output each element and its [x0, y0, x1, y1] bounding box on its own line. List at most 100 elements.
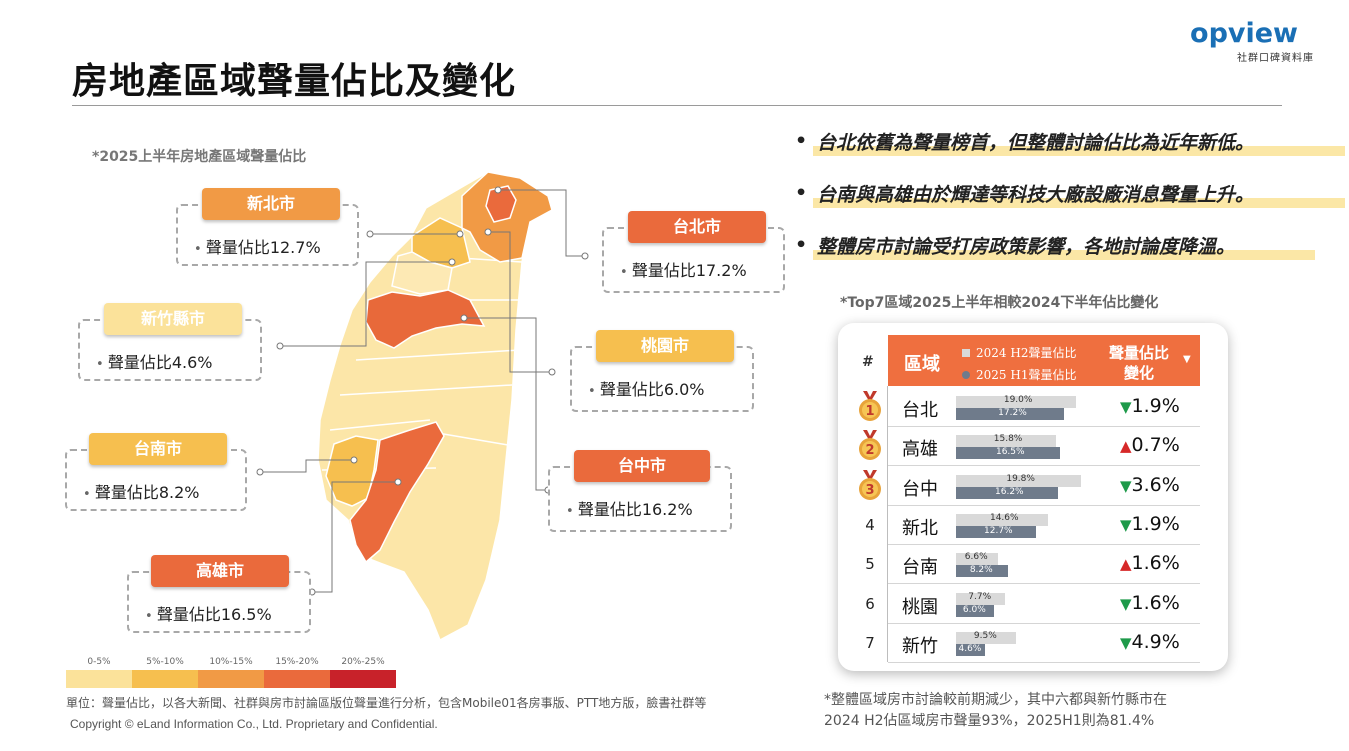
callout-taipei-tag: 台北市: [628, 211, 766, 243]
map-region-taipei: [485, 185, 517, 223]
callout-newtaipei-value: 聲量佔比12.7%: [194, 234, 321, 258]
bar-2024-h2: 7.7%: [956, 591, 1005, 605]
header-change-line1: 聲量佔比: [1108, 344, 1169, 362]
arrow-down-icon: ▼: [1120, 594, 1132, 613]
page-title: 房地產區域聲量佔比及變化: [72, 61, 517, 102]
bullet-highlight: [813, 198, 1345, 208]
row-region: 台南: [902, 557, 938, 579]
logo-word-rest: pview: [1208, 18, 1298, 49]
bullet-dot-icon: •: [795, 130, 808, 152]
row-change: ▲1.6%: [1120, 552, 1180, 574]
bar-2025-h1: 17.2%: [956, 408, 1065, 420]
dot-tainan-end: [350, 456, 358, 464]
bar-2025-h1: 4.6%: [956, 643, 985, 656]
taiwan-region-map: [256, 171, 589, 642]
title-divider: [72, 105, 1282, 106]
legend-swatch: [264, 670, 330, 688]
row-change: ▲0.7%: [1120, 434, 1180, 456]
connector-taoyuan: [488, 231, 552, 373]
bullet-highlight: [813, 250, 1315, 260]
callout-taoyuan-value: 聲量佔比6.0%: [588, 376, 705, 400]
rank-number: 4: [865, 515, 875, 534]
callout-newtaipei: 新北市 聲量佔比12.7%: [176, 188, 359, 266]
row-change-value: 4.9%: [1131, 630, 1180, 653]
legend-swatch: [66, 670, 132, 688]
callout-tainan-tag: 台南市: [89, 433, 227, 465]
bar-2024-h2-label: 7.7%: [968, 591, 992, 602]
bar-2024-h2: 19.8%: [956, 473, 1081, 487]
row-change: ▼1.9%: [1120, 395, 1180, 417]
header-change-line2: 變化: [1123, 364, 1154, 382]
bar-2024-h2: 9.5%: [956, 631, 1016, 644]
bar-2025-h1: 16.2%: [956, 486, 1059, 499]
table-row: 台北 19.0% 17.2% ▼1.9%: [888, 388, 1200, 427]
medal-icon: 2: [859, 430, 881, 461]
logo-o: o: [1190, 18, 1209, 49]
callout-kaohsiung: 高雄市 聲量佔比16.5%: [127, 555, 311, 633]
bar-2024-h2-label: 19.8%: [1006, 473, 1035, 484]
dot-kaohsiung-end: [394, 478, 402, 486]
row-change-value: 1.6%: [1131, 552, 1180, 575]
bullet-dot-icon: •: [795, 234, 808, 256]
row-change-value: 1.6%: [1131, 591, 1180, 614]
callout-taipei-value: 聲量佔比17.2%: [620, 257, 747, 281]
callout-taichung: 台中市 聲量佔比16.2%: [548, 450, 732, 532]
bar-2024-h2-label: 19.0%: [1003, 395, 1033, 405]
table-row: 台南 6.6% 8.2% ▲1.6%: [888, 545, 1200, 585]
legend-label: 0-5%: [87, 657, 111, 667]
legend-swatch: [198, 670, 264, 688]
bar-2025-h1-label: 16.2%: [995, 486, 1024, 497]
callout-kaohsiung-tag: 高雄市: [151, 555, 289, 587]
dot-newtaipei: [366, 230, 374, 238]
footer-copyright: Copyright © eLand Information Co., Ltd. …: [70, 717, 438, 731]
dot-taoyuan-end: [548, 368, 556, 376]
row-region: 新北: [902, 517, 938, 539]
bar-2024-h2-label: 6.6%: [964, 552, 988, 563]
callout-taoyuan-tag: 桃園市: [596, 330, 734, 362]
bar-2025-h1-label: 6.0%: [962, 604, 986, 615]
bar-2025-h1: 6.0%: [956, 604, 994, 617]
legend-label: 10%-15%: [209, 657, 253, 667]
map-note: *2025上半年房地產區域聲量佔比: [92, 149, 307, 165]
bar-2025-h1: 12.7%: [956, 525, 1036, 538]
bar-2025-h1: 16.5%: [956, 447, 1060, 460]
connector-hsinchu: [280, 261, 452, 347]
bullet-text: 台南與高雄由於輝達等科技大廠設廠消息聲量上升。: [817, 184, 1255, 206]
rank-number: 5: [865, 555, 875, 574]
arrow-up-icon: ▲: [1120, 437, 1132, 456]
callout-hsinchu-value: 聲量佔比4.6%: [96, 349, 213, 373]
bottom-note: *整體區域房市討論較前期減少，其中六都與新竹縣市在 2024 H2佔區域房市聲量…: [824, 690, 1167, 732]
medal-icon: 3: [859, 469, 881, 500]
bottom-note-line2: 2024 H2佔區域房市聲量93%，2025H1則為81.4%: [824, 713, 1155, 729]
row-region: 高雄: [902, 439, 938, 461]
row-region: 台中: [902, 478, 938, 500]
arrow-down-icon: ▼: [1120, 398, 1132, 416]
bar-2025-h1-label: 12.7%: [984, 525, 1013, 536]
row-region: 桃園: [902, 596, 938, 618]
row-region: 台北: [902, 400, 938, 421]
table-row: 新竹 9.5% 4.6% ▼4.9%: [888, 624, 1200, 663]
callout-hsinchu-tag: 新竹縣市: [104, 303, 242, 335]
footer-unit-note: 單位：聲量佔比，以各大新聞、社群與房市討論區版位聲量進行分析，包含Mobile0…: [66, 696, 707, 710]
rank-number: 6: [865, 594, 875, 613]
row-change-value: 1.9%: [1131, 395, 1180, 417]
map-region-kaohsiung: [349, 421, 445, 564]
table-header-change: 聲量佔比 變化: [1106, 343, 1172, 383]
bottom-note-line1: *整體區域房市討論較前期減少，其中六都與新竹縣市在: [824, 692, 1167, 708]
bullet-text: 台北依舊為聲量榜首，但整體討論佔比為近年新低。: [817, 132, 1255, 154]
callout-kaohsiung-value: 聲量佔比16.5%: [145, 601, 272, 625]
table-note: *Top7區域2025上半年相較2024下半年佔比變化: [840, 295, 1159, 311]
bullet-dot-icon: •: [795, 182, 808, 204]
medal-icon: 1: [859, 391, 881, 421]
sort-caret-icon[interactable]: ▼: [1183, 354, 1191, 365]
bar-2025-h1-label: 17.2%: [998, 408, 1027, 418]
logo-wordmark: opview: [1190, 20, 1322, 48]
bullet-highlight: [813, 146, 1345, 156]
callout-taichung-tag: 台中市: [574, 450, 710, 482]
connector-tainan: [260, 459, 354, 473]
row-change: ▼1.9%: [1120, 513, 1180, 535]
arrow-down-icon: ▼: [1120, 515, 1132, 534]
bar-2024-h2: 19.0%: [956, 395, 1076, 408]
connector-taipei: [498, 189, 585, 257]
bullet-text: 整體房市討論受打房政策影響，各地討論度降溫。: [817, 236, 1236, 258]
